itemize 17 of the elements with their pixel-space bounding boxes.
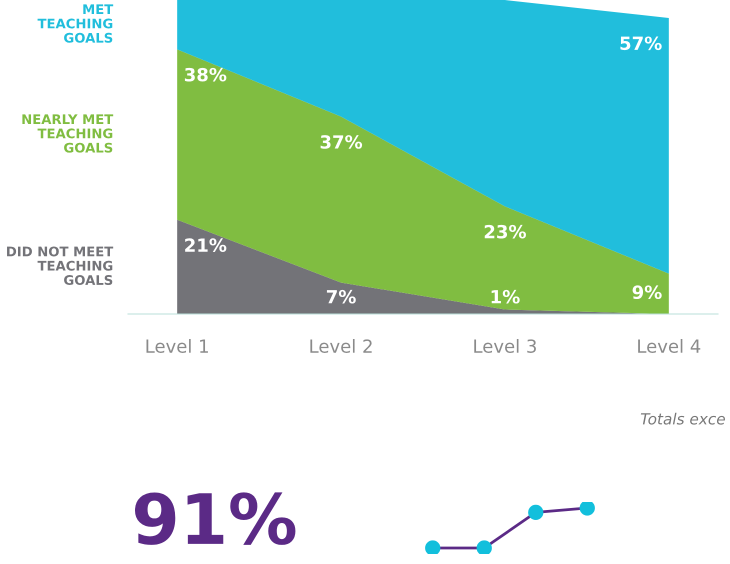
data-label: 9%: [632, 285, 662, 300]
data-label: 7%: [326, 290, 356, 304]
text: NEARLY MET TEACHING GOALS: [22, 114, 114, 153]
data-label: 57%: [620, 36, 662, 50]
data-label: 23%: [484, 224, 526, 238]
text: 91%: [134, 492, 296, 545]
text: Totals exce: [640, 412, 725, 425]
data-label: 21%: [185, 238, 226, 252]
data-label: 38%: [184, 68, 226, 82]
data-label: 1%: [492, 290, 520, 304]
x-tick-label: Level 1: [146, 339, 208, 353]
data-label: 37%: [320, 135, 362, 149]
x-tick-label: Level 2: [310, 339, 372, 353]
x-tick-label: Level 3: [474, 339, 536, 353]
text: MET TEACHING GOALS: [38, 4, 114, 43]
text: DID NOT MEET TEACHING GOALS: [7, 246, 114, 285]
x-tick-label: Level 4: [638, 339, 700, 353]
